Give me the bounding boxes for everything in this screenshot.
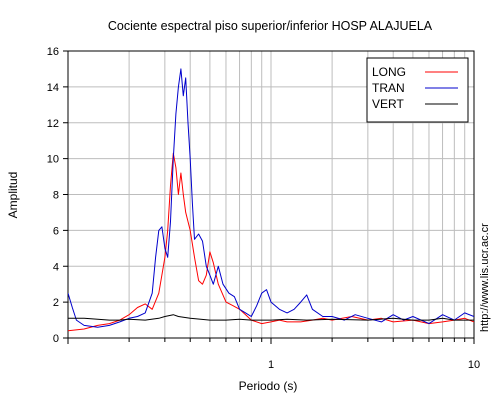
y-tick-label: 2 [53, 297, 59, 309]
x-tick-label: 10 [468, 359, 480, 371]
credit-url: http://www.lis.ucr.ac.cr [479, 223, 491, 332]
legend-label-long: LONG [372, 65, 406, 79]
series-line-vert [68, 314, 474, 321]
y-tick-label: 4 [53, 261, 59, 273]
legend-label-vert: VERT [372, 97, 404, 111]
y-tick-label: 6 [53, 225, 59, 237]
x-tick-label: 1 [268, 359, 274, 371]
y-tick-label: 16 [47, 46, 59, 58]
series-line-tran [68, 68, 474, 328]
legend: LONG TRAN VERT [366, 57, 469, 123]
legend-items: LONG TRAN VERT [372, 65, 458, 111]
y-tick-label: 8 [53, 190, 59, 202]
x-axis-ticks: 1 10 [67, 338, 480, 371]
x-axis-label: Periodo (s) [239, 379, 298, 393]
y-tick-label: 14 [47, 82, 59, 94]
y-tick-label: 0 [53, 333, 59, 345]
series-layer [68, 68, 474, 332]
y-tick-label: 12 [47, 118, 59, 130]
y-tick-label: 10 [47, 154, 59, 166]
series-line-long [68, 152, 474, 332]
chart-title: Cociente espectral piso superior/inferio… [108, 19, 433, 33]
y-axis-label: Amplitud [6, 172, 20, 219]
legend-label-tran: TRAN [372, 81, 405, 95]
legend-box [366, 57, 469, 123]
y-axis-ticks: 0 2 4 6 8 10 12 14 16 [47, 46, 68, 345]
